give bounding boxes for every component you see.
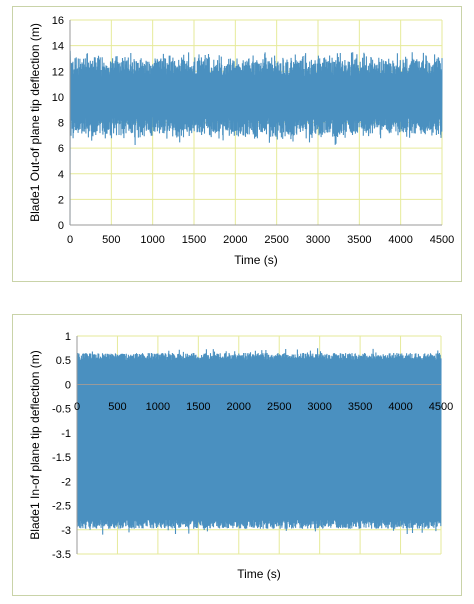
x-tick-label: 4500 xyxy=(429,401,453,413)
x-tick-label: 2500 xyxy=(267,401,291,413)
x-tick-label: 3500 xyxy=(347,234,371,246)
y-tick-label: 0.5 xyxy=(56,355,71,367)
x-axis-title: Time (s) xyxy=(234,253,278,267)
y-tick-label: 4 xyxy=(58,169,64,181)
y-tick-label: 6 xyxy=(58,143,64,155)
y-tick-label: 0 xyxy=(58,220,64,232)
x-tick-label: 1500 xyxy=(186,401,210,413)
series-line xyxy=(76,348,442,535)
chart-in-plane-svg: 10.50-0.5-1-1.5-2-2.5-3-3.50 500 1000 1500 2… xyxy=(28,331,453,581)
chart-in-plane: 1 0.5 0 -0.5 -1 -1.5 -2 -2.5 -3 -3.5 0 500 1000 1500 2… xyxy=(12,314,462,596)
y-tick-label: 16 xyxy=(52,15,64,27)
y-tick-label: -2 xyxy=(61,476,71,488)
x-tick-label: 0 xyxy=(74,401,80,413)
x-axis-title: Time (s) xyxy=(237,567,281,581)
x-tick-label: 0 xyxy=(67,234,73,246)
y-tick-label: 2 xyxy=(58,194,64,206)
x-tick-label: 2000 xyxy=(223,234,247,246)
chart-out-of-plane-svg: 0 2 4 6 8 10 12 14 16 0 500 1000 1500 2000 2500 3000 350… xyxy=(28,15,454,267)
x-tick-label: 3000 xyxy=(306,234,330,246)
y-tick-label: 10 xyxy=(52,92,64,104)
x-tick-label: 1000 xyxy=(146,401,170,413)
x-tick-label: 3000 xyxy=(307,401,331,413)
y-tick-label: -2.5 xyxy=(52,501,71,513)
y-axis-title: Blade1 In-of plane tip deflection (m) xyxy=(28,350,42,539)
x-tick-label: 4000 xyxy=(388,401,412,413)
chart-out-of-plane: 0 2 4 6 8 10 12 14 16 0 500 1000 1500 2000 2500 3000 350… xyxy=(12,6,462,282)
x-tick-label: 3500 xyxy=(348,401,372,413)
y-tick-label: 14 xyxy=(52,41,64,53)
y-tick-label: -3.5 xyxy=(52,549,71,561)
series-line xyxy=(69,50,443,226)
y-axis-title: Blade1 Out-of plane tip deflection (m) xyxy=(28,23,42,222)
x-tick-label: 500 xyxy=(108,401,126,413)
y-tick-label: 8 xyxy=(58,118,64,130)
y-tick-label: -1 xyxy=(61,428,71,440)
x-tick-label: 1500 xyxy=(182,234,206,246)
x-tick-label: 1000 xyxy=(140,234,164,246)
y-tick-label: 12 xyxy=(52,66,64,78)
x-tick-label: 2500 xyxy=(264,234,288,246)
x-tick-label: 500 xyxy=(102,234,120,246)
x-tick-label: 4000 xyxy=(388,234,412,246)
x-tick-label: 4500 xyxy=(430,234,454,246)
series-band xyxy=(78,361,441,521)
y-tick-label: 0 xyxy=(65,379,71,391)
y-tick-label: -3 xyxy=(61,525,71,537)
y-tick-label: -1.5 xyxy=(52,452,71,464)
y-tick-label: 1 xyxy=(65,331,71,343)
x-tick-label: 2000 xyxy=(227,401,251,413)
y-tick-label: -0.5 xyxy=(52,404,71,416)
